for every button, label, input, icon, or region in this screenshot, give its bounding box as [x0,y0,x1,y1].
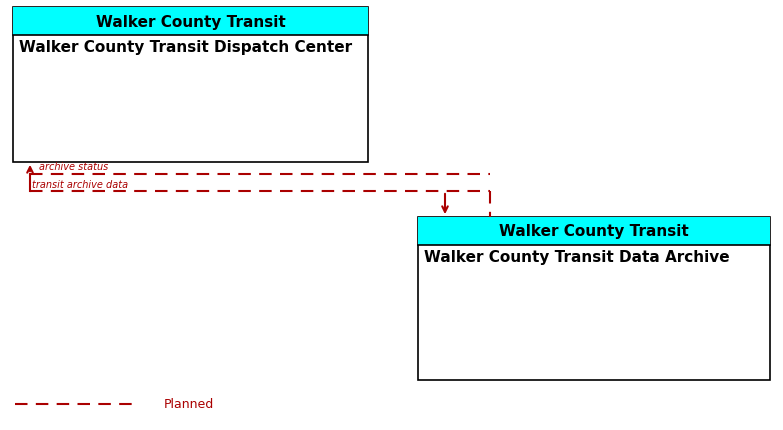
Bar [418,218,770,380]
Bar [13,8,368,163]
Text: transit archive data: transit archive data [32,180,128,190]
Text: Walker County Transit: Walker County Transit [96,15,285,29]
Text: Planned: Planned [164,398,214,411]
Bar [13,8,368,36]
Bar [418,218,770,246]
Text: Walker County Transit Data Archive: Walker County Transit Data Archive [424,250,730,265]
Text: Walker County Transit Dispatch Center: Walker County Transit Dispatch Center [20,40,352,55]
Text: archive status: archive status [39,162,109,172]
Text: Walker County Transit: Walker County Transit [499,224,689,239]
